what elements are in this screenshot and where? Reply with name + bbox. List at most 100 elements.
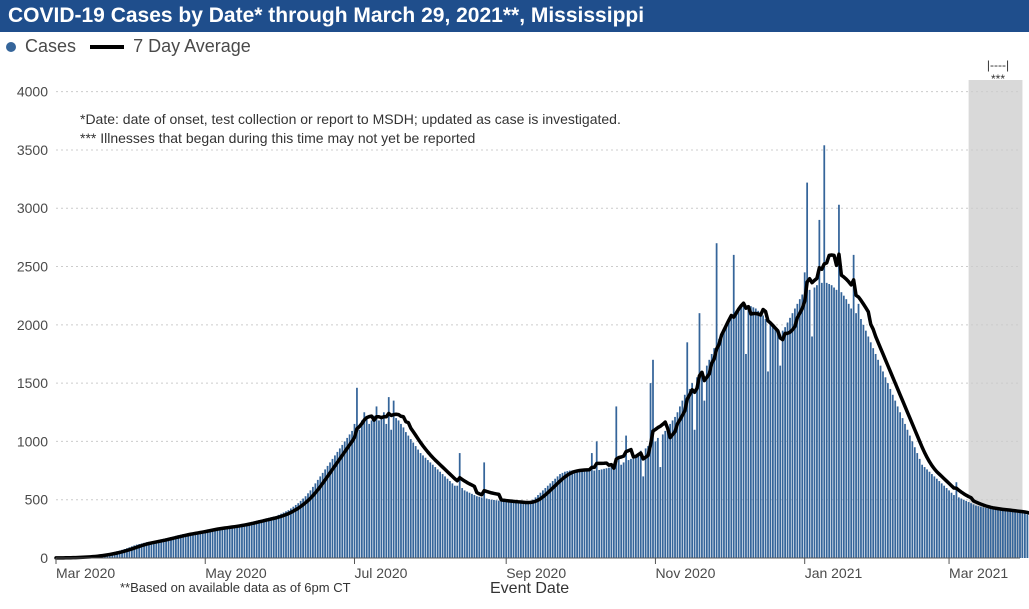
case-bar xyxy=(752,307,754,558)
legend-avg: 7 Day Average xyxy=(90,36,251,57)
case-bar xyxy=(1000,510,1002,558)
case-bar xyxy=(750,306,752,558)
case-bar xyxy=(437,469,439,558)
case-bar xyxy=(549,483,551,558)
case-bar xyxy=(982,507,984,558)
case-bar xyxy=(706,366,708,558)
case-bar xyxy=(251,522,253,558)
case-bar xyxy=(336,452,338,558)
case-bar xyxy=(589,470,591,558)
case-bar xyxy=(239,525,241,558)
case-bar xyxy=(332,459,334,558)
case-bar xyxy=(941,483,943,558)
case-bar xyxy=(669,424,671,558)
case-bar xyxy=(716,243,718,558)
x-tick-label: Jul 2020 xyxy=(354,565,407,581)
case-bar xyxy=(801,295,803,558)
case-bar xyxy=(872,348,874,558)
chart-note: *Date: date of onset, test collection or… xyxy=(80,110,621,148)
case-bar xyxy=(757,311,759,558)
case-bar xyxy=(767,371,769,558)
case-bar xyxy=(295,505,297,558)
case-bar xyxy=(623,462,625,558)
case-bar xyxy=(958,497,960,558)
case-bar xyxy=(980,507,982,558)
case-bar xyxy=(403,427,405,558)
case-bar xyxy=(1019,512,1021,558)
case-bar xyxy=(339,448,341,558)
chart-title-bar: COVID-19 Cases by Date* through March 29… xyxy=(0,0,1029,32)
case-bar xyxy=(963,500,965,558)
case-bar xyxy=(532,500,534,558)
case-bar xyxy=(270,517,272,558)
case-bar xyxy=(726,325,728,558)
case-bar xyxy=(870,342,872,558)
case-bar xyxy=(190,533,192,558)
case-bar xyxy=(677,412,679,558)
y-tick-label: 0 xyxy=(40,550,48,566)
case-bar xyxy=(285,511,287,558)
case-bar xyxy=(708,360,710,558)
case-bar xyxy=(407,436,409,558)
case-bar xyxy=(951,493,953,558)
case-bar xyxy=(855,313,857,558)
case-bar xyxy=(363,412,365,558)
case-bar xyxy=(628,460,630,558)
case-bar xyxy=(346,438,348,558)
case-bar xyxy=(253,521,255,558)
case-bar xyxy=(914,447,916,558)
case-bar xyxy=(469,493,471,558)
x-tick-label: May 2020 xyxy=(205,565,267,581)
chart-note-line2: *** Illnesses that began during this tim… xyxy=(80,129,621,148)
case-bar xyxy=(973,504,975,558)
case-bar xyxy=(990,509,992,558)
case-bar xyxy=(554,479,556,558)
case-bar xyxy=(681,401,683,558)
case-bar xyxy=(1007,511,1009,558)
case-bar xyxy=(361,420,363,558)
case-bar xyxy=(916,453,918,558)
case-bar xyxy=(943,486,945,558)
case-bar xyxy=(185,534,187,558)
case-bar xyxy=(885,377,887,558)
case-bar xyxy=(608,468,610,558)
case-bar xyxy=(738,309,740,558)
case-bar xyxy=(474,495,476,558)
case-bar xyxy=(782,331,784,558)
case-bar xyxy=(694,430,696,558)
case-bar xyxy=(207,529,209,558)
case-bar xyxy=(300,501,302,558)
case-bar xyxy=(860,319,862,558)
case-bar xyxy=(456,486,458,558)
legend-cases-label: Cases xyxy=(25,36,76,56)
case-bar xyxy=(833,288,835,558)
case-bar xyxy=(562,473,564,558)
case-bar xyxy=(924,467,926,558)
x-tick-label: Mar 2020 xyxy=(56,565,115,581)
case-bar xyxy=(500,501,502,558)
case-bar xyxy=(248,522,250,558)
case-bar xyxy=(921,465,923,558)
case-bar xyxy=(219,528,221,558)
x-tick-label: Mar 2021 xyxy=(949,565,1008,581)
y-tick-label: 4000 xyxy=(17,84,48,100)
case-bar xyxy=(965,501,967,558)
case-bar xyxy=(461,488,463,558)
case-bar xyxy=(586,470,588,558)
case-bar xyxy=(217,528,219,558)
case-bar xyxy=(995,509,997,558)
case-bar xyxy=(393,401,395,558)
case-bar xyxy=(894,401,896,558)
case-bar xyxy=(498,501,500,558)
case-bar xyxy=(503,501,505,558)
case-bar xyxy=(552,481,554,558)
case-bar xyxy=(476,496,478,558)
case-bar xyxy=(1002,510,1004,558)
case-bar xyxy=(280,514,282,558)
case-bar xyxy=(821,283,823,558)
case-bar xyxy=(454,486,456,558)
case-bar xyxy=(828,284,830,558)
case-bar xyxy=(897,406,899,558)
case-bar xyxy=(997,510,999,558)
case-bar xyxy=(376,406,378,558)
